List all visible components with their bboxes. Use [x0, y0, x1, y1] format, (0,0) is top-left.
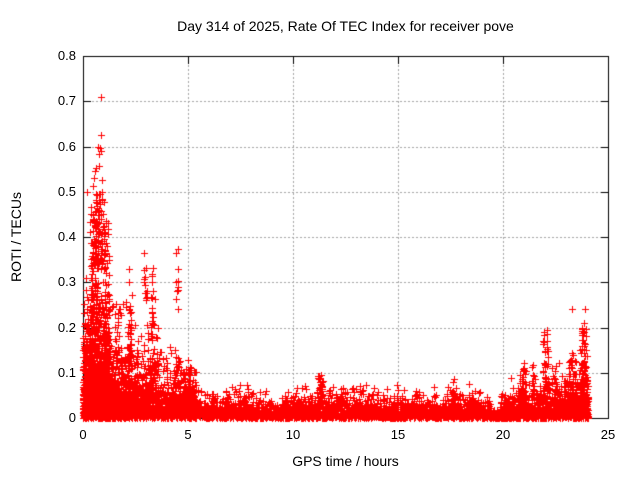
x-tick-label: 10 [285, 427, 301, 442]
x-tick-label: 0 [79, 427, 87, 442]
x-tick-label: 25 [600, 427, 616, 442]
y-tick-label: 0.2 [57, 320, 76, 335]
y-tick-label: 0.6 [57, 139, 76, 154]
x-tick-label: 20 [495, 427, 511, 442]
y-tick-label: 0.3 [57, 274, 76, 289]
y-tick-label: 0.1 [57, 365, 76, 380]
x-axis-label: GPS time / hours [292, 453, 399, 469]
chart-title: Day 314 of 2025, Rate Of TEC Index for r… [177, 18, 514, 34]
x-tick-label: 15 [390, 427, 406, 442]
y-tick-label: 0 [68, 410, 76, 425]
y-tick-label: 0.8 [57, 48, 76, 63]
x-tick-label: 5 [184, 427, 192, 442]
y-tick-label: 0.7 [57, 93, 76, 108]
y-tick-label: 0.4 [57, 229, 76, 244]
y-tick-label: 0.5 [57, 184, 76, 199]
